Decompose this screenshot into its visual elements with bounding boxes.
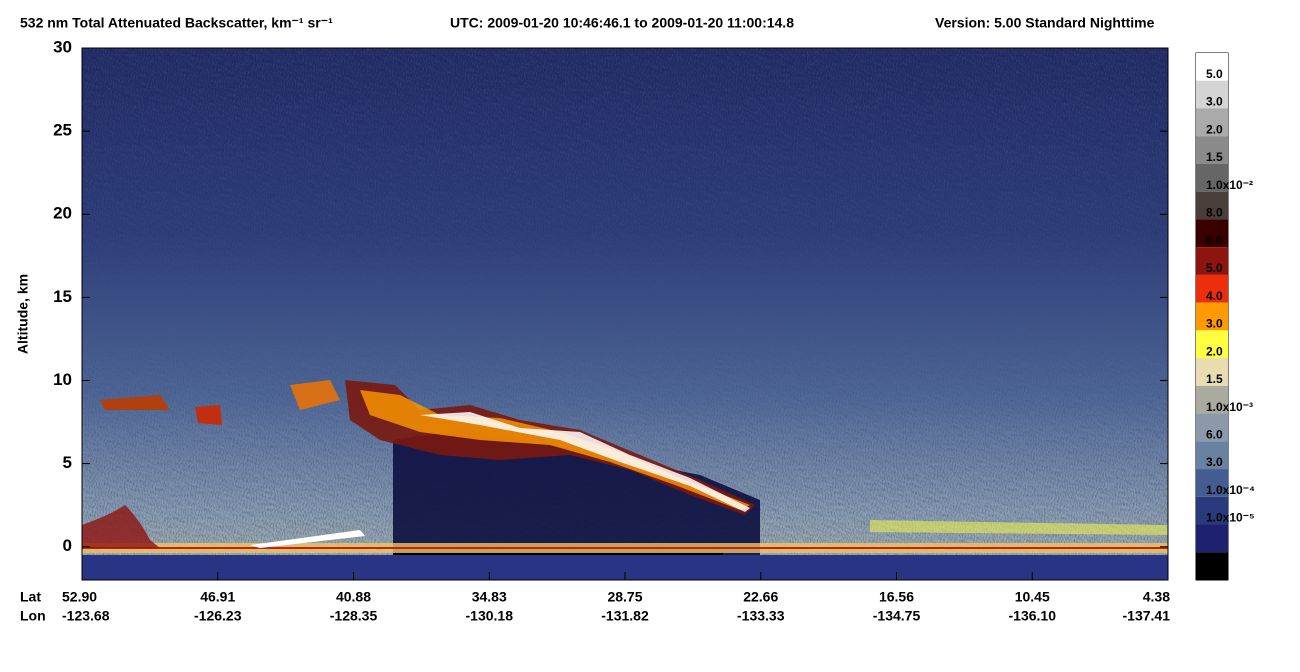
colorbar-label: 4.0 [1206, 289, 1223, 303]
colorbar-swatch [1196, 358, 1228, 386]
colorbar-label: 2.0 [1206, 122, 1223, 136]
colorbar-swatch [1196, 274, 1228, 303]
colorbar-swatch [1196, 552, 1228, 580]
colorbar-swatch [1196, 136, 1228, 164]
colorbar-label: 6.0 [1206, 233, 1223, 247]
y-tick-label: 15 [53, 287, 72, 306]
colorbar-label: 1.0x10⁻⁴ [1206, 483, 1255, 497]
colorbar-swatch [1196, 191, 1228, 220]
y-axis-label: Altitude, km [15, 274, 31, 354]
colorbar-label: 3.0 [1206, 455, 1223, 469]
y-tick-label: 5 [63, 453, 72, 472]
lon-label: -136.10 [1009, 608, 1057, 624]
y-tick-label: 0 [63, 536, 72, 555]
colorbar-swatch [1196, 247, 1228, 275]
lon-label: -131.82 [601, 608, 649, 624]
time-range: UTC: 2009-01-20 10:46:46.1 to 2009-01-20… [450, 15, 794, 31]
colorbar-label: 1.5 [1206, 372, 1223, 386]
colorbar-label: 1.5 [1206, 150, 1223, 164]
lat-label: 4.38 [1143, 589, 1170, 605]
colorbar-label: 6.0 [1206, 427, 1223, 441]
lon-label: -137.41 [1123, 608, 1171, 624]
colorbar-swatch [1196, 53, 1228, 81]
y-tick-label: 25 [53, 121, 72, 140]
colorbar-label: 3.0 [1206, 95, 1223, 109]
lon-label: -134.75 [873, 608, 921, 624]
lon-label: -130.18 [466, 608, 514, 624]
lat-label: 22.66 [743, 589, 778, 605]
chart-title: 532 nm Total Attenuated Backscatter, km⁻… [20, 15, 333, 31]
colorbar-swatch [1196, 524, 1228, 553]
lat-label: 46.91 [200, 589, 235, 605]
colorbar-swatch [1196, 163, 1228, 192]
colorbar-label: 5.0 [1206, 261, 1223, 275]
colorbar-label: 1.0x10⁻³ [1206, 400, 1253, 414]
colorbar-label: 2.0 [1206, 344, 1223, 358]
colorbar-swatch [1196, 441, 1228, 470]
colorbar-label: 3.0 [1206, 317, 1223, 331]
lon-label: -123.68 [62, 608, 110, 624]
colorbar-swatch [1196, 413, 1228, 442]
y-tick-label: 20 [53, 204, 72, 223]
colorbar-label: 8.0 [1206, 206, 1223, 220]
x-row-label: Lat [20, 589, 41, 605]
lon-label: -126.23 [194, 608, 242, 624]
lon-label: -128.35 [330, 608, 378, 624]
lon-label: -133.33 [737, 608, 785, 624]
colorbar-swatch [1196, 330, 1228, 359]
colorbar-swatch [1196, 469, 1228, 497]
backscatter-image [82, 48, 1168, 580]
colorbar-swatch [1196, 219, 1228, 248]
lat-label: 10.45 [1015, 589, 1050, 605]
colorbar-swatch [1196, 385, 1228, 414]
y-tick-label: 10 [53, 370, 72, 389]
x-row-label: Lon [20, 608, 46, 624]
y-tick-label: 30 [53, 37, 72, 56]
colorbar-swatch [1196, 496, 1228, 525]
version-info: Version: 5.00 Standard Nighttime [935, 15, 1155, 31]
lat-label: 16.56 [879, 589, 914, 605]
colorbar-swatch [1196, 80, 1228, 109]
colorbar-label: 1.0x10⁻⁵ [1206, 511, 1255, 525]
lat-label: 40.88 [336, 589, 371, 605]
lat-label: 34.83 [472, 589, 507, 605]
lat-label: 52.90 [62, 589, 97, 605]
lat-label: 28.75 [607, 589, 642, 605]
colorbar-swatch [1196, 108, 1228, 137]
colorbar-label: 1.0x10⁻² [1206, 178, 1253, 192]
colorbar-swatch [1196, 302, 1228, 331]
colorbar-label: 5.0 [1206, 67, 1223, 81]
